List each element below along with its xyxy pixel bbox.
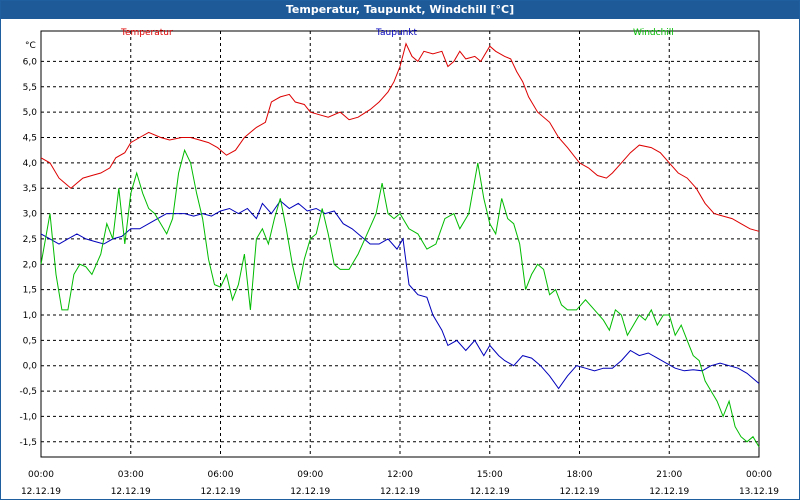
plot-frame <box>40 30 760 458</box>
legend-entry-windchill: Windchill <box>633 28 674 38</box>
y-tick-label: 3,5 <box>23 184 37 194</box>
x-tick-time-label: 00:00 <box>746 470 772 480</box>
x-tick-date-label: 12.12.19 <box>380 487 420 497</box>
y-axis-unit-label: °C <box>25 41 36 51</box>
y-tick-label: 1,0 <box>23 311 38 321</box>
series-line-windchill <box>40 148 760 448</box>
x-tick-time-label: 21:00 <box>656 470 682 480</box>
x-tick-date-label: 12.12.19 <box>290 487 330 497</box>
x-tick-time-label: 03:00 <box>118 470 144 480</box>
x-tick-date-label: 12.12.19 <box>200 487 240 497</box>
legend: Temperatur Taupunkt Windchill <box>120 28 674 38</box>
legend-entry-temperatur: Temperatur <box>120 28 173 38</box>
y-tick-label: -0,5 <box>19 387 37 397</box>
x-tick-time-label: 15:00 <box>477 470 503 480</box>
y-tick-label: 3,0 <box>23 210 38 220</box>
y-tick-label: 4,5 <box>23 134 37 144</box>
y-tick-label: 1,5 <box>23 286 37 296</box>
x-tick-date-label: 12.12.19 <box>649 487 689 497</box>
y-tick-label: 2,5 <box>23 235 37 245</box>
x-tick-date-label: 12.12.19 <box>559 487 599 497</box>
x-tick-date-label: 12.12.19 <box>21 487 61 497</box>
window-title: Temperatur, Taupunkt, Windchill [°C] <box>1 1 799 19</box>
y-tick-label: 0,5 <box>23 336 37 346</box>
y-tick-label: 5,5 <box>23 83 37 93</box>
x-tick-time-label: 12:00 <box>387 470 413 480</box>
series-lines <box>40 42 760 448</box>
y-tick-label: -1,0 <box>19 412 37 422</box>
y-tick-label: 2,0 <box>23 260 38 270</box>
y-tick-label: -1,5 <box>19 438 37 448</box>
series-line-temperatur <box>40 42 760 232</box>
x-tick-time-label: 09:00 <box>297 470 323 480</box>
y-tick-label: 4,0 <box>23 159 38 169</box>
x-tick-date-label: 12.12.19 <box>111 487 151 497</box>
y-tick-label: 5,0 <box>23 108 38 118</box>
series-line-taupunkt <box>40 200 760 390</box>
x-tick-date-label: 12.12.19 <box>470 487 510 497</box>
y-tick-label: 6,0 <box>23 57 38 67</box>
x-tick-time-label: 18:00 <box>567 470 593 480</box>
y-tick-label: 0,0 <box>23 362 38 372</box>
axes: 6,0 5,5 5,0 4,5 4,0 3,5 3,0 2,5 2,0 1,5 1,0 0,5 0,0 -… <box>19 30 779 497</box>
x-tick-time-label: 00:00 <box>28 470 54 480</box>
x-tick-time-label: 06:00 <box>208 470 234 480</box>
legend-entry-taupunkt: Taupunkt <box>375 28 418 38</box>
x-tick-date-label: 13.12.19 <box>739 487 779 497</box>
